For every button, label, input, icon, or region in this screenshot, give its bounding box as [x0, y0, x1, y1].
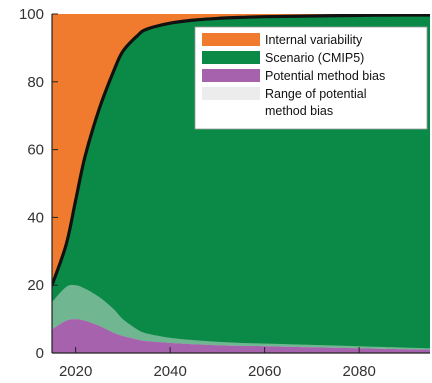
legend: Internal variability Scenario (CMIP5) Pote…: [194, 26, 428, 130]
legend-swatch: [202, 33, 260, 46]
legend-label: Potential method bias: [265, 69, 385, 83]
legend-label: Range of potential: [265, 87, 366, 101]
y-tick-label: 60: [27, 142, 44, 159]
area-range-of-potential-method-bias: [52, 284, 430, 350]
axes: [51, 13, 430, 354]
y-tick-label: 40: [27, 209, 44, 226]
boundary-line: [52, 14, 430, 287]
legend-label: Internal variability: [265, 33, 363, 47]
y-tick-label: 20: [27, 277, 44, 294]
legend-item: Scenario (CMIP5): [202, 51, 364, 65]
legend-label: Scenario (CMIP5): [265, 51, 364, 65]
legend-swatch: [202, 69, 260, 82]
area-internal-variability: [52, 14, 430, 286]
legend-swatch: [202, 87, 260, 100]
y-tick-label: 100: [19, 6, 44, 23]
x-tick-label: 2020: [59, 363, 92, 380]
y-tick-label: 0: [36, 345, 44, 362]
legend-item: Range of potential method bias: [202, 87, 366, 118]
legend-item: Potential method bias: [202, 69, 385, 83]
legend-item: Internal variability: [202, 33, 363, 47]
x-tick-label: 2080: [342, 363, 375, 380]
x-tick-label: 2060: [248, 363, 281, 380]
legend-label: method bias: [265, 104, 333, 118]
area-potential-method-bias: [52, 319, 430, 353]
x-tick-label: 2040: [153, 363, 186, 380]
legend-swatch: [202, 51, 260, 64]
y-tick-label: 80: [27, 74, 44, 91]
